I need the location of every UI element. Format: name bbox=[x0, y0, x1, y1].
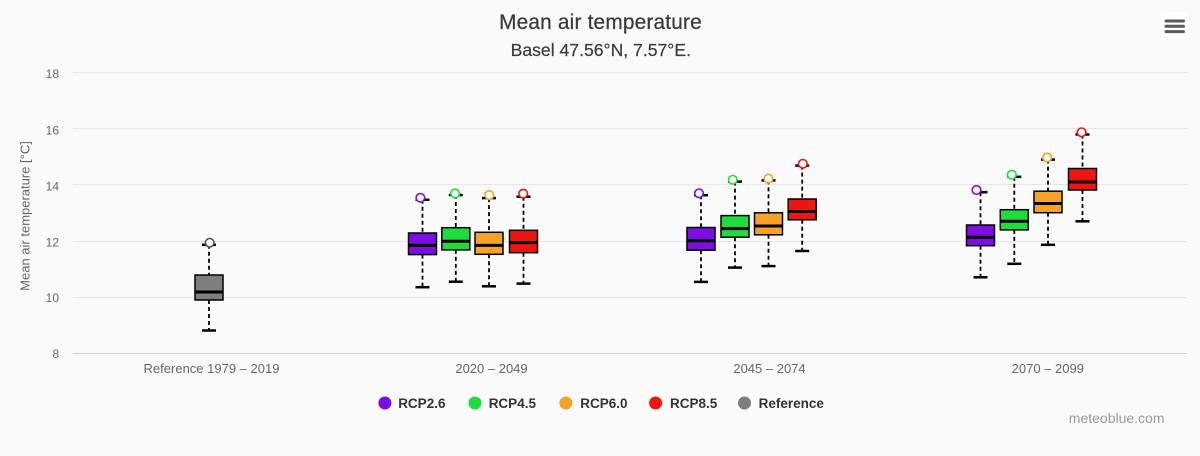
svg-text:12: 12 bbox=[46, 236, 60, 250]
svg-text:10: 10 bbox=[46, 291, 60, 305]
svg-text:16: 16 bbox=[46, 123, 60, 137]
svg-text:2070 – 2099: 2070 – 2099 bbox=[1012, 361, 1084, 376]
svg-text:Reference: Reference bbox=[759, 396, 825, 411]
svg-text:RCP8.5: RCP8.5 bbox=[670, 396, 718, 411]
svg-text:RCP6.0: RCP6.0 bbox=[580, 396, 627, 411]
svg-text:RCP4.5: RCP4.5 bbox=[489, 396, 537, 411]
svg-text:14: 14 bbox=[46, 179, 60, 193]
svg-text:meteoblue.com: meteoblue.com bbox=[1069, 410, 1165, 426]
svg-text:RCP2.6: RCP2.6 bbox=[398, 396, 446, 411]
svg-text:2045 – 2074: 2045 – 2074 bbox=[733, 361, 805, 376]
svg-text:Mean air temperature: Mean air temperature bbox=[499, 11, 702, 34]
svg-text:8: 8 bbox=[52, 347, 59, 361]
svg-text:18: 18 bbox=[46, 67, 60, 81]
svg-text:2020 – 2049: 2020 – 2049 bbox=[455, 361, 527, 376]
svg-text:Reference 1979 – 2019: Reference 1979 – 2019 bbox=[144, 361, 280, 376]
svg-text:Mean air temperature [°C]: Mean air temperature [°C] bbox=[18, 141, 33, 291]
svg-text:Basel 47.56°N, 7.57°E.: Basel 47.56°N, 7.57°E. bbox=[511, 40, 691, 60]
